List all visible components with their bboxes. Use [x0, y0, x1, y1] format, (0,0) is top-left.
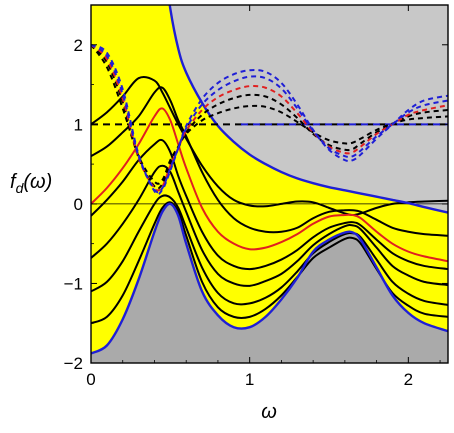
x-axis-label: ω: [261, 401, 277, 423]
upper-boundary-line: [168, 5, 448, 214]
y-tick-label: −2: [64, 354, 83, 373]
dashed-curve: [91, 43, 448, 192]
plot-frame: [90, 4, 449, 364]
y-axis-label-arg: (ω): [23, 171, 52, 193]
solid-curve: [91, 76, 448, 217]
solid-curve: [91, 138, 448, 271]
solid-curve: [91, 164, 448, 287]
yellow-band: [91, 5, 448, 354]
x-tick-label: 1: [245, 370, 254, 389]
regions: [91, 5, 448, 363]
y-tick-label: 1: [74, 115, 83, 134]
axis-ticks: 0 1 2 −2 −1 0 1 2: [64, 5, 448, 389]
dashed-curve: [91, 44, 448, 190]
solid-curve: [91, 86, 448, 237]
y-axis-label: fd(ω): [10, 171, 52, 196]
x-tick-label: 2: [404, 370, 413, 389]
y-axis-label-main: f: [10, 171, 18, 193]
dashed-curve: [91, 43, 448, 196]
lower-boundary-line: [91, 202, 448, 355]
x-tick-label: 0: [86, 370, 95, 389]
y-tick-label: −1: [64, 274, 83, 293]
curves: [91, 5, 448, 355]
y-tick-label: 0: [74, 195, 83, 214]
dashed-curve: [91, 44, 448, 185]
lower-region: [91, 203, 448, 363]
y-axis-label-sub: d: [16, 180, 25, 196]
highlight-curve: [91, 107, 448, 263]
y-tick-label: 2: [74, 36, 83, 55]
solid-curve: [91, 194, 448, 306]
